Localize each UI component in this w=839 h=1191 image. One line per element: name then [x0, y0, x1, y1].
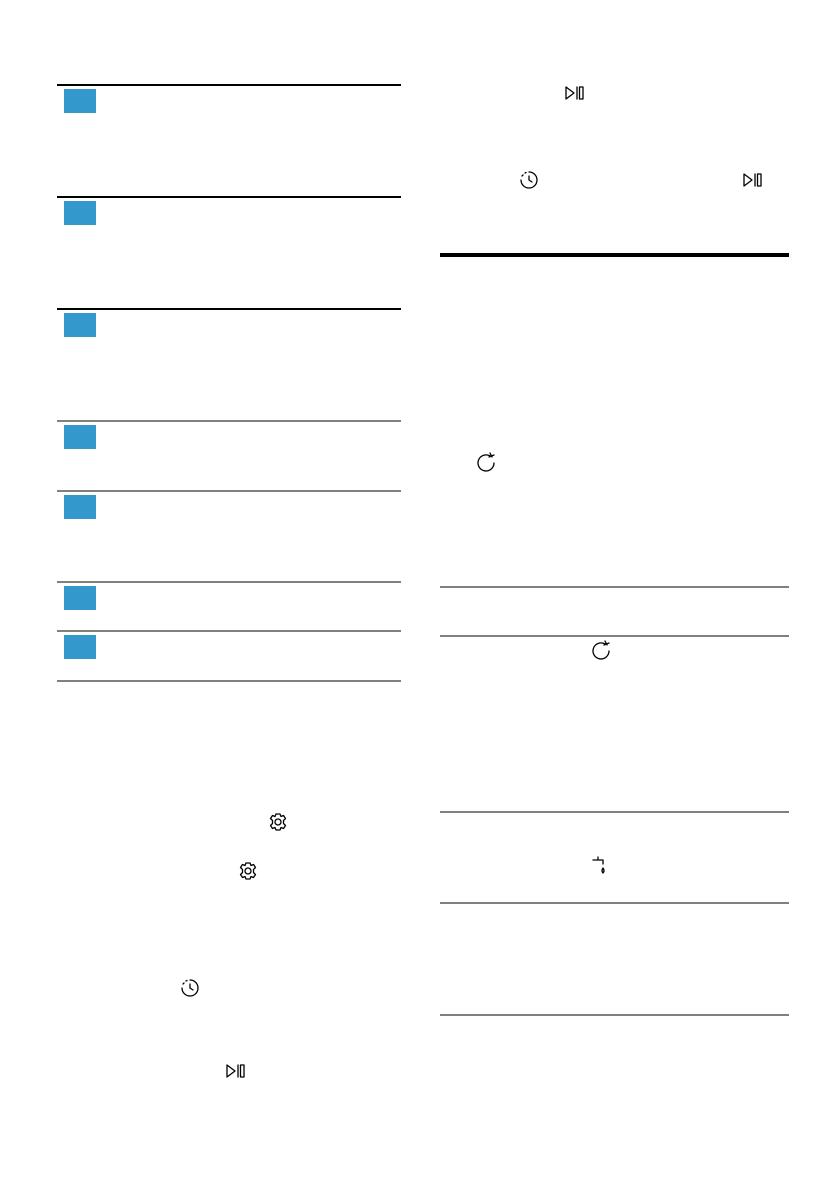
- timer-icon: [181, 979, 199, 997]
- step-marker: [64, 89, 96, 113]
- start-pause-icon: [226, 1064, 245, 1078]
- step-marker: [64, 495, 96, 519]
- step-marker: [64, 586, 96, 610]
- water-tap-icon: [592, 856, 605, 874]
- step-marker: [64, 313, 96, 337]
- start-pause-icon: [743, 173, 762, 187]
- restart-icon: [477, 452, 495, 472]
- left-icons: [181, 813, 287, 1078]
- step-marker: [64, 201, 96, 225]
- right-column: [440, 86, 789, 1016]
- left-table: [57, 84, 401, 682]
- restart-icon: [592, 640, 610, 660]
- step-marker: [64, 635, 96, 659]
- start-pause-icon: [565, 86, 584, 100]
- settings-icon: [239, 862, 257, 880]
- step-marker: [64, 425, 96, 449]
- settings-icon: [269, 813, 287, 831]
- timer-icon: [520, 171, 538, 189]
